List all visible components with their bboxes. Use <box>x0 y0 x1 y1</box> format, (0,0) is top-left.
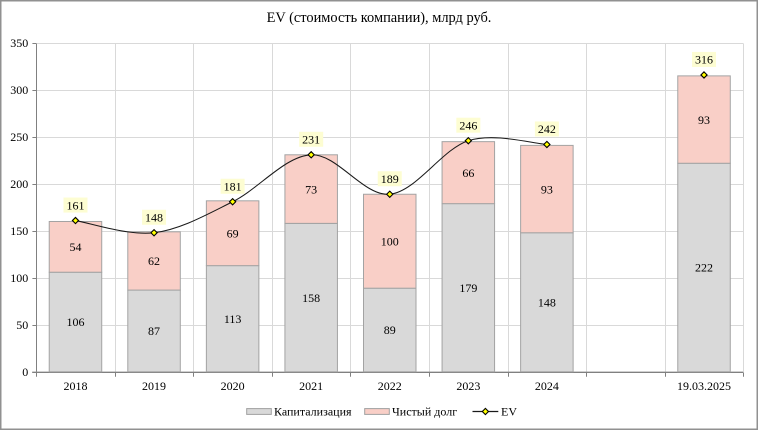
svg-text:106: 106 <box>66 315 84 329</box>
svg-text:242: 242 <box>538 122 556 136</box>
svg-text:246: 246 <box>459 118 477 132</box>
svg-text:87: 87 <box>148 324 160 338</box>
svg-text:161: 161 <box>66 198 84 212</box>
svg-text:2023: 2023 <box>456 379 480 393</box>
svg-text:150: 150 <box>10 224 28 238</box>
svg-text:EV (стоимость компании), млрд: EV (стоимость компании), млрд руб. <box>267 10 492 26</box>
svg-text:19.03.2025: 19.03.2025 <box>677 379 731 393</box>
svg-text:148: 148 <box>538 295 556 309</box>
svg-text:EV: EV <box>501 404 517 418</box>
svg-text:181: 181 <box>224 179 242 193</box>
svg-text:100: 100 <box>10 271 28 285</box>
svg-text:2018: 2018 <box>63 379 87 393</box>
svg-text:89: 89 <box>384 323 396 337</box>
svg-text:179: 179 <box>459 281 477 295</box>
svg-text:2020: 2020 <box>221 379 245 393</box>
svg-text:148: 148 <box>145 210 163 224</box>
svg-text:2024: 2024 <box>535 379 559 393</box>
svg-text:50: 50 <box>16 318 28 332</box>
svg-text:2022: 2022 <box>378 379 402 393</box>
svg-text:93: 93 <box>698 113 710 127</box>
svg-text:250: 250 <box>10 130 28 144</box>
svg-text:189: 189 <box>381 172 399 186</box>
svg-text:93: 93 <box>541 182 553 196</box>
svg-text:2019: 2019 <box>142 379 166 393</box>
svg-text:Капитализация: Капитализация <box>274 404 352 418</box>
svg-text:62: 62 <box>148 254 160 268</box>
svg-text:66: 66 <box>462 166 474 180</box>
svg-text:200: 200 <box>10 177 28 191</box>
svg-text:113: 113 <box>224 312 242 326</box>
svg-text:158: 158 <box>302 291 320 305</box>
svg-text:350: 350 <box>10 36 28 50</box>
svg-text:73: 73 <box>305 182 317 196</box>
svg-text:54: 54 <box>69 240 81 254</box>
svg-text:222: 222 <box>695 261 713 275</box>
svg-text:316: 316 <box>695 53 713 67</box>
svg-text:69: 69 <box>227 226 239 240</box>
svg-text:100: 100 <box>381 234 399 248</box>
svg-text:Чистый долг: Чистый долг <box>392 404 457 418</box>
svg-text:2021: 2021 <box>299 379 323 393</box>
svg-text:231: 231 <box>302 132 320 146</box>
svg-text:0: 0 <box>22 365 28 379</box>
svg-text:300: 300 <box>10 83 28 97</box>
